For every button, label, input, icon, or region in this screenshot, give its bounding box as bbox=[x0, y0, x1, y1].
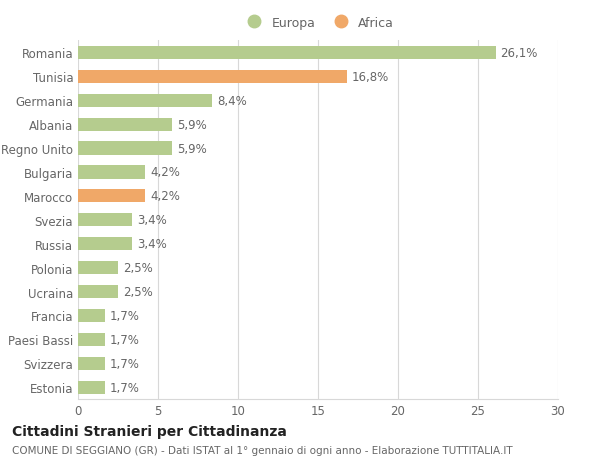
Text: 16,8%: 16,8% bbox=[352, 71, 389, 84]
Bar bbox=[78, 142, 172, 155]
Text: 2,5%: 2,5% bbox=[123, 262, 152, 274]
Bar bbox=[78, 47, 496, 60]
Legend: Europa, Africa: Europa, Africa bbox=[237, 12, 399, 35]
Text: 4,2%: 4,2% bbox=[150, 190, 180, 203]
Text: 1,7%: 1,7% bbox=[110, 333, 140, 346]
Bar bbox=[78, 190, 145, 203]
Text: 1,7%: 1,7% bbox=[110, 309, 140, 322]
Text: 1,7%: 1,7% bbox=[110, 357, 140, 370]
Text: 4,2%: 4,2% bbox=[150, 166, 180, 179]
Bar bbox=[78, 309, 105, 322]
Text: 3,4%: 3,4% bbox=[137, 214, 167, 227]
Text: 2,5%: 2,5% bbox=[123, 285, 152, 298]
Text: 26,1%: 26,1% bbox=[500, 47, 538, 60]
Bar bbox=[78, 357, 105, 370]
Bar bbox=[78, 238, 133, 251]
Text: COMUNE DI SEGGIANO (GR) - Dati ISTAT al 1° gennaio di ogni anno - Elaborazione T: COMUNE DI SEGGIANO (GR) - Dati ISTAT al … bbox=[12, 445, 512, 455]
Bar bbox=[78, 333, 105, 346]
Bar bbox=[78, 285, 118, 298]
Text: 1,7%: 1,7% bbox=[110, 381, 140, 394]
Bar bbox=[78, 214, 133, 227]
Text: 3,4%: 3,4% bbox=[137, 238, 167, 251]
Bar bbox=[78, 118, 172, 131]
Text: 8,4%: 8,4% bbox=[217, 95, 247, 107]
Bar bbox=[78, 71, 347, 84]
Text: 5,9%: 5,9% bbox=[177, 118, 207, 131]
Bar bbox=[78, 262, 118, 274]
Bar bbox=[78, 381, 105, 394]
Text: 5,9%: 5,9% bbox=[177, 142, 207, 155]
Bar bbox=[78, 95, 212, 107]
Bar bbox=[78, 166, 145, 179]
Text: Cittadini Stranieri per Cittadinanza: Cittadini Stranieri per Cittadinanza bbox=[12, 425, 287, 438]
